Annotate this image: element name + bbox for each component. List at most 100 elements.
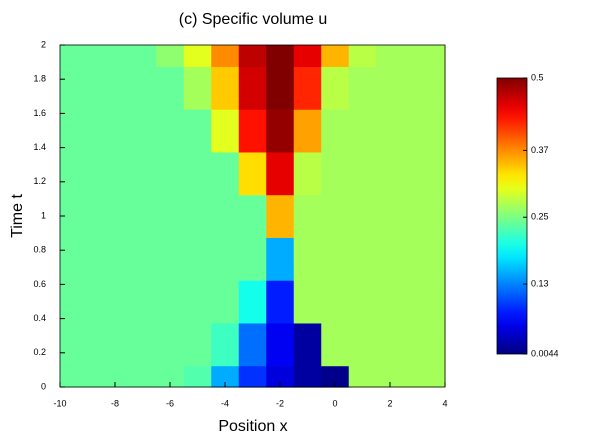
x-tick-label: 0	[332, 398, 337, 408]
heatmap-cell	[348, 66, 377, 110]
heatmap-cell	[60, 322, 75, 367]
heatmap-cell	[321, 151, 350, 196]
heatmap-cell	[183, 194, 212, 238]
heatmap-cell	[156, 322, 185, 367]
heatmap-cell	[403, 151, 432, 196]
heatmap-cell	[321, 66, 350, 110]
y-tick-label: 0.6	[33, 279, 46, 289]
heatmap-cell	[156, 151, 185, 196]
heatmap-cell	[101, 365, 130, 388]
heatmap-cell	[128, 66, 157, 110]
heatmap-cell	[73, 109, 102, 153]
heatmap-cell	[60, 151, 75, 196]
heatmap-cell	[238, 109, 267, 153]
x-tick-label: 4	[442, 398, 447, 408]
heatmap-cell	[101, 151, 130, 196]
heatmap-cell	[431, 237, 446, 281]
heatmap-cell	[348, 322, 377, 367]
heatmap-cell	[321, 280, 350, 324]
heatmap-cell	[376, 109, 405, 153]
heatmap-cell	[128, 365, 157, 388]
heatmap-cell	[376, 365, 405, 388]
heatmap-cell	[403, 237, 432, 281]
y-tick-label: 1	[41, 210, 46, 220]
heatmap-cell	[73, 322, 102, 367]
x-tick-label: -4	[221, 398, 229, 408]
x-tick-label: -10	[53, 398, 66, 408]
heatmap-cell	[211, 45, 240, 67]
heatmap-cell	[266, 109, 295, 153]
heatmap-cell	[156, 66, 185, 110]
heatmap-cell	[60, 109, 75, 153]
heatmap-cell	[431, 194, 446, 238]
heatmap-cell	[156, 194, 185, 238]
heatmap-cell	[101, 322, 130, 367]
heatmap-cell	[266, 280, 295, 324]
heatmap-cell	[156, 237, 185, 281]
heatmap-cell	[128, 151, 157, 196]
heatmap-cell	[403, 109, 432, 153]
heatmap-cell	[376, 322, 405, 367]
x-tick-label: 2	[387, 398, 392, 408]
heatmap-cell	[73, 280, 102, 324]
heatmap-cell	[211, 194, 240, 238]
y-tick-label: 1.2	[33, 176, 46, 186]
heatmap-cell	[238, 194, 267, 238]
heatmap-cell	[101, 109, 130, 153]
heatmap-cell	[211, 109, 240, 153]
heatmap-cell	[183, 322, 212, 367]
heatmap-cell	[376, 151, 405, 196]
heatmap-cell	[376, 194, 405, 238]
heatmap-cell	[266, 322, 295, 367]
y-tick-label: 0	[41, 381, 46, 391]
heatmap-cell	[183, 365, 212, 388]
heatmap-cell	[293, 280, 322, 324]
heatmap-cell	[60, 194, 75, 238]
heatmap-cell	[431, 322, 446, 367]
heatmap-cell	[348, 45, 377, 67]
heatmap-cell	[348, 194, 377, 238]
heatmap-cell	[73, 151, 102, 196]
heatmap-cell	[321, 45, 350, 67]
x-tick-label: -2	[276, 398, 284, 408]
heatmap-cell	[183, 45, 212, 67]
heatmap-cell	[238, 322, 267, 367]
heatmap-cell	[128, 45, 157, 67]
heatmap-cell	[348, 280, 377, 324]
heatmap-cell	[238, 45, 267, 67]
heatmap-cell	[101, 66, 130, 110]
x-axis-label: Position x	[218, 418, 287, 435]
heatmap-cell	[73, 194, 102, 238]
heatmap-cell	[101, 280, 130, 324]
y-tick-label: 1.4	[33, 142, 46, 152]
heatmap-cell	[156, 280, 185, 324]
heatmap-cell	[431, 109, 446, 153]
heatmap-cell	[211, 237, 240, 281]
heatmap-cell	[183, 151, 212, 196]
heatmap-cell	[293, 194, 322, 238]
heatmap-cell	[266, 365, 295, 388]
heatmap-cell	[211, 322, 240, 367]
heatmap-cell	[211, 66, 240, 110]
heatmap-cell	[183, 237, 212, 281]
heatmap-cell	[403, 280, 432, 324]
heatmap-cell	[238, 151, 267, 196]
heatmap-cell	[431, 365, 446, 388]
heatmap-cell	[293, 109, 322, 153]
heatmap-cell	[156, 365, 185, 388]
heatmap-cell	[348, 151, 377, 196]
heatmap-cell	[73, 66, 102, 110]
heatmap-cell	[238, 365, 267, 388]
heatmap-cell	[293, 151, 322, 196]
heatmap-cell	[403, 194, 432, 238]
heatmap-cell	[431, 280, 446, 324]
heatmap-cell	[266, 45, 295, 67]
y-tick-label: 1.6	[33, 108, 46, 118]
heatmap-cell	[211, 365, 240, 388]
heatmap-cell	[101, 237, 130, 281]
heatmap-cell	[183, 280, 212, 324]
heatmap-cell	[293, 237, 322, 281]
heatmap-cell	[403, 365, 432, 388]
heatmap-cell	[238, 280, 267, 324]
